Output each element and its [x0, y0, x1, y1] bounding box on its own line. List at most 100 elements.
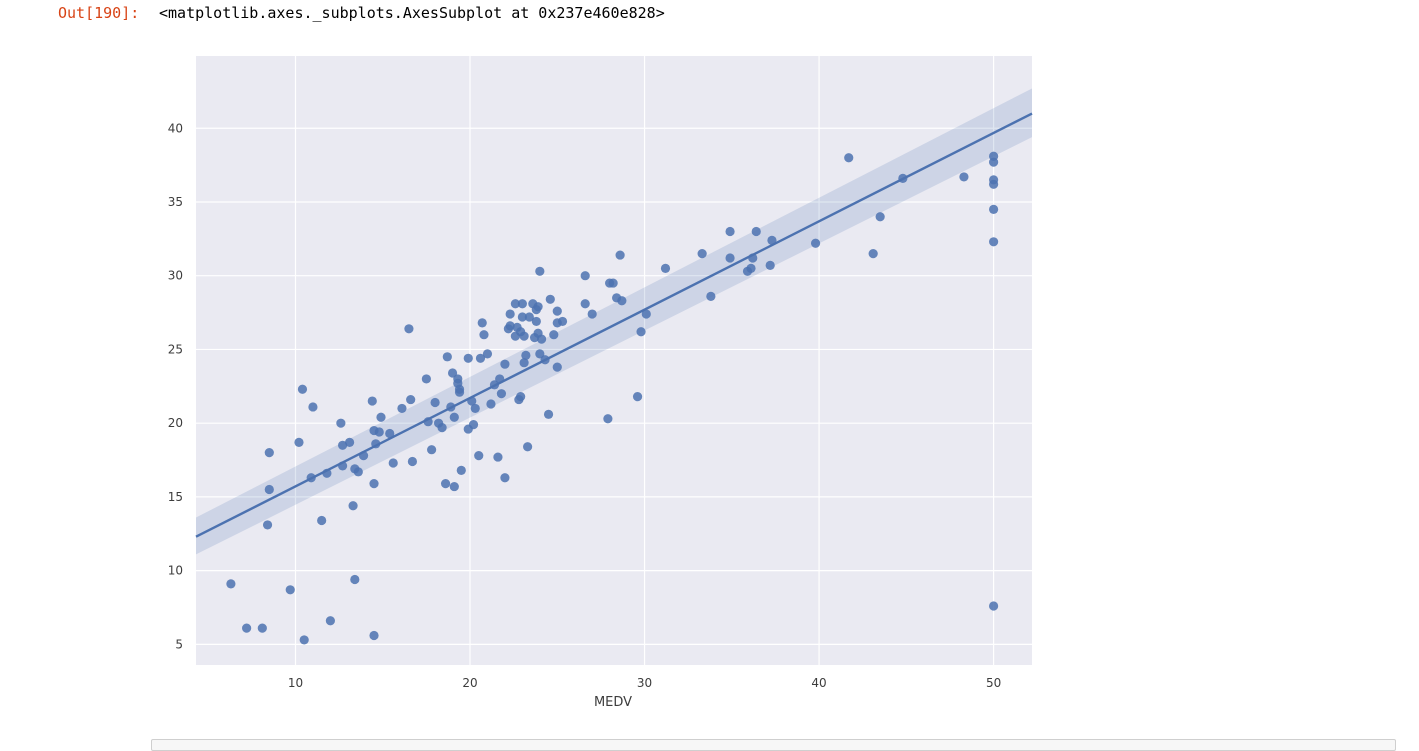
confidence-band — [196, 88, 1032, 555]
data-point — [748, 253, 758, 263]
x-tick-label: 30 — [637, 676, 652, 690]
data-point — [989, 179, 999, 189]
data-point — [523, 442, 533, 452]
y-tick-label: 10 — [168, 564, 183, 578]
data-point — [989, 601, 999, 611]
data-point — [376, 412, 386, 422]
data-point — [746, 263, 756, 273]
data-point — [495, 374, 505, 384]
data-point — [338, 461, 348, 471]
data-point — [262, 520, 273, 530]
data-point — [536, 334, 547, 344]
data-point — [500, 473, 510, 483]
data-point — [517, 312, 527, 322]
y-tick-label: 15 — [168, 490, 183, 504]
data-point — [353, 467, 363, 477]
data-point — [959, 172, 969, 182]
data-point — [264, 484, 274, 495]
data-point — [500, 359, 510, 369]
data-point — [406, 394, 416, 405]
data-point — [299, 635, 309, 645]
x-tick-label: 40 — [811, 676, 826, 690]
data-point — [421, 374, 431, 384]
data-point — [325, 616, 335, 626]
data-point — [477, 318, 487, 328]
data-point — [751, 226, 761, 237]
data-point — [470, 403, 480, 414]
data-point — [552, 306, 562, 316]
tick-labels: 10 20 30 40 50 5 10 15 20 25 30 35 40 — [168, 121, 1002, 690]
x-tick-label: 20 — [462, 676, 477, 690]
data-point — [489, 380, 500, 390]
data-point — [242, 623, 252, 633]
data-point — [350, 574, 360, 585]
data-point — [580, 299, 590, 309]
data-point — [348, 501, 358, 511]
data-point — [446, 402, 456, 412]
data-point — [285, 585, 295, 595]
data-point — [510, 299, 520, 309]
data-point — [486, 399, 496, 409]
confidence-band-area — [196, 88, 1032, 555]
data-point — [467, 396, 477, 406]
data-point — [617, 296, 627, 306]
data-point — [404, 324, 414, 334]
data-point — [423, 417, 433, 427]
data-point — [264, 448, 274, 458]
data-point — [475, 353, 486, 363]
data-point — [442, 352, 452, 362]
data-point — [468, 420, 479, 430]
data-point — [516, 392, 526, 402]
data-point — [367, 396, 377, 406]
data-point — [552, 362, 562, 372]
y-tick-label: 30 — [168, 269, 183, 283]
data-point — [535, 349, 545, 359]
data-point — [505, 309, 515, 319]
output-text: <matplotlib.axes._subplots.AxesSubplot a… — [159, 4, 665, 22]
data-point — [540, 355, 550, 365]
data-point — [545, 294, 555, 304]
data-point — [706, 291, 716, 301]
data-point — [632, 392, 643, 402]
data-point — [505, 321, 515, 331]
y-tick-label: 25 — [168, 342, 183, 356]
data-point — [427, 445, 437, 455]
data-point — [385, 428, 395, 439]
data-point — [603, 414, 613, 424]
data-point — [297, 384, 308, 394]
data-point — [456, 465, 466, 475]
data-point — [322, 468, 332, 478]
output-prompt: Out[190]: — [58, 4, 140, 22]
regression-fit-line — [195, 112, 1033, 538]
data-point — [397, 403, 407, 414]
data-point — [765, 260, 775, 270]
next-cell-input[interactable] — [151, 739, 1396, 751]
data-point — [493, 452, 503, 462]
data-point — [369, 479, 379, 489]
data-point — [725, 226, 735, 237]
regression-line — [195, 112, 1033, 538]
data-point — [369, 630, 379, 641]
data-point — [898, 173, 908, 183]
data-point — [482, 349, 493, 359]
data-point — [371, 439, 381, 449]
data-point — [306, 473, 316, 483]
x-tick-label: 10 — [288, 676, 303, 690]
data-point — [338, 440, 348, 450]
data-point — [358, 451, 369, 461]
data-point — [587, 309, 597, 319]
data-point — [615, 250, 625, 260]
data-point — [374, 427, 384, 437]
data-point — [533, 302, 543, 312]
data-point — [531, 316, 541, 327]
data-point — [463, 353, 473, 363]
data-point — [308, 402, 318, 412]
data-point — [989, 204, 999, 214]
data-point — [608, 278, 618, 288]
grid-lines — [196, 56, 1032, 665]
data-point — [454, 387, 465, 397]
y-tick-label: 20 — [168, 416, 183, 430]
data-point — [479, 330, 489, 340]
data-point — [868, 248, 878, 259]
